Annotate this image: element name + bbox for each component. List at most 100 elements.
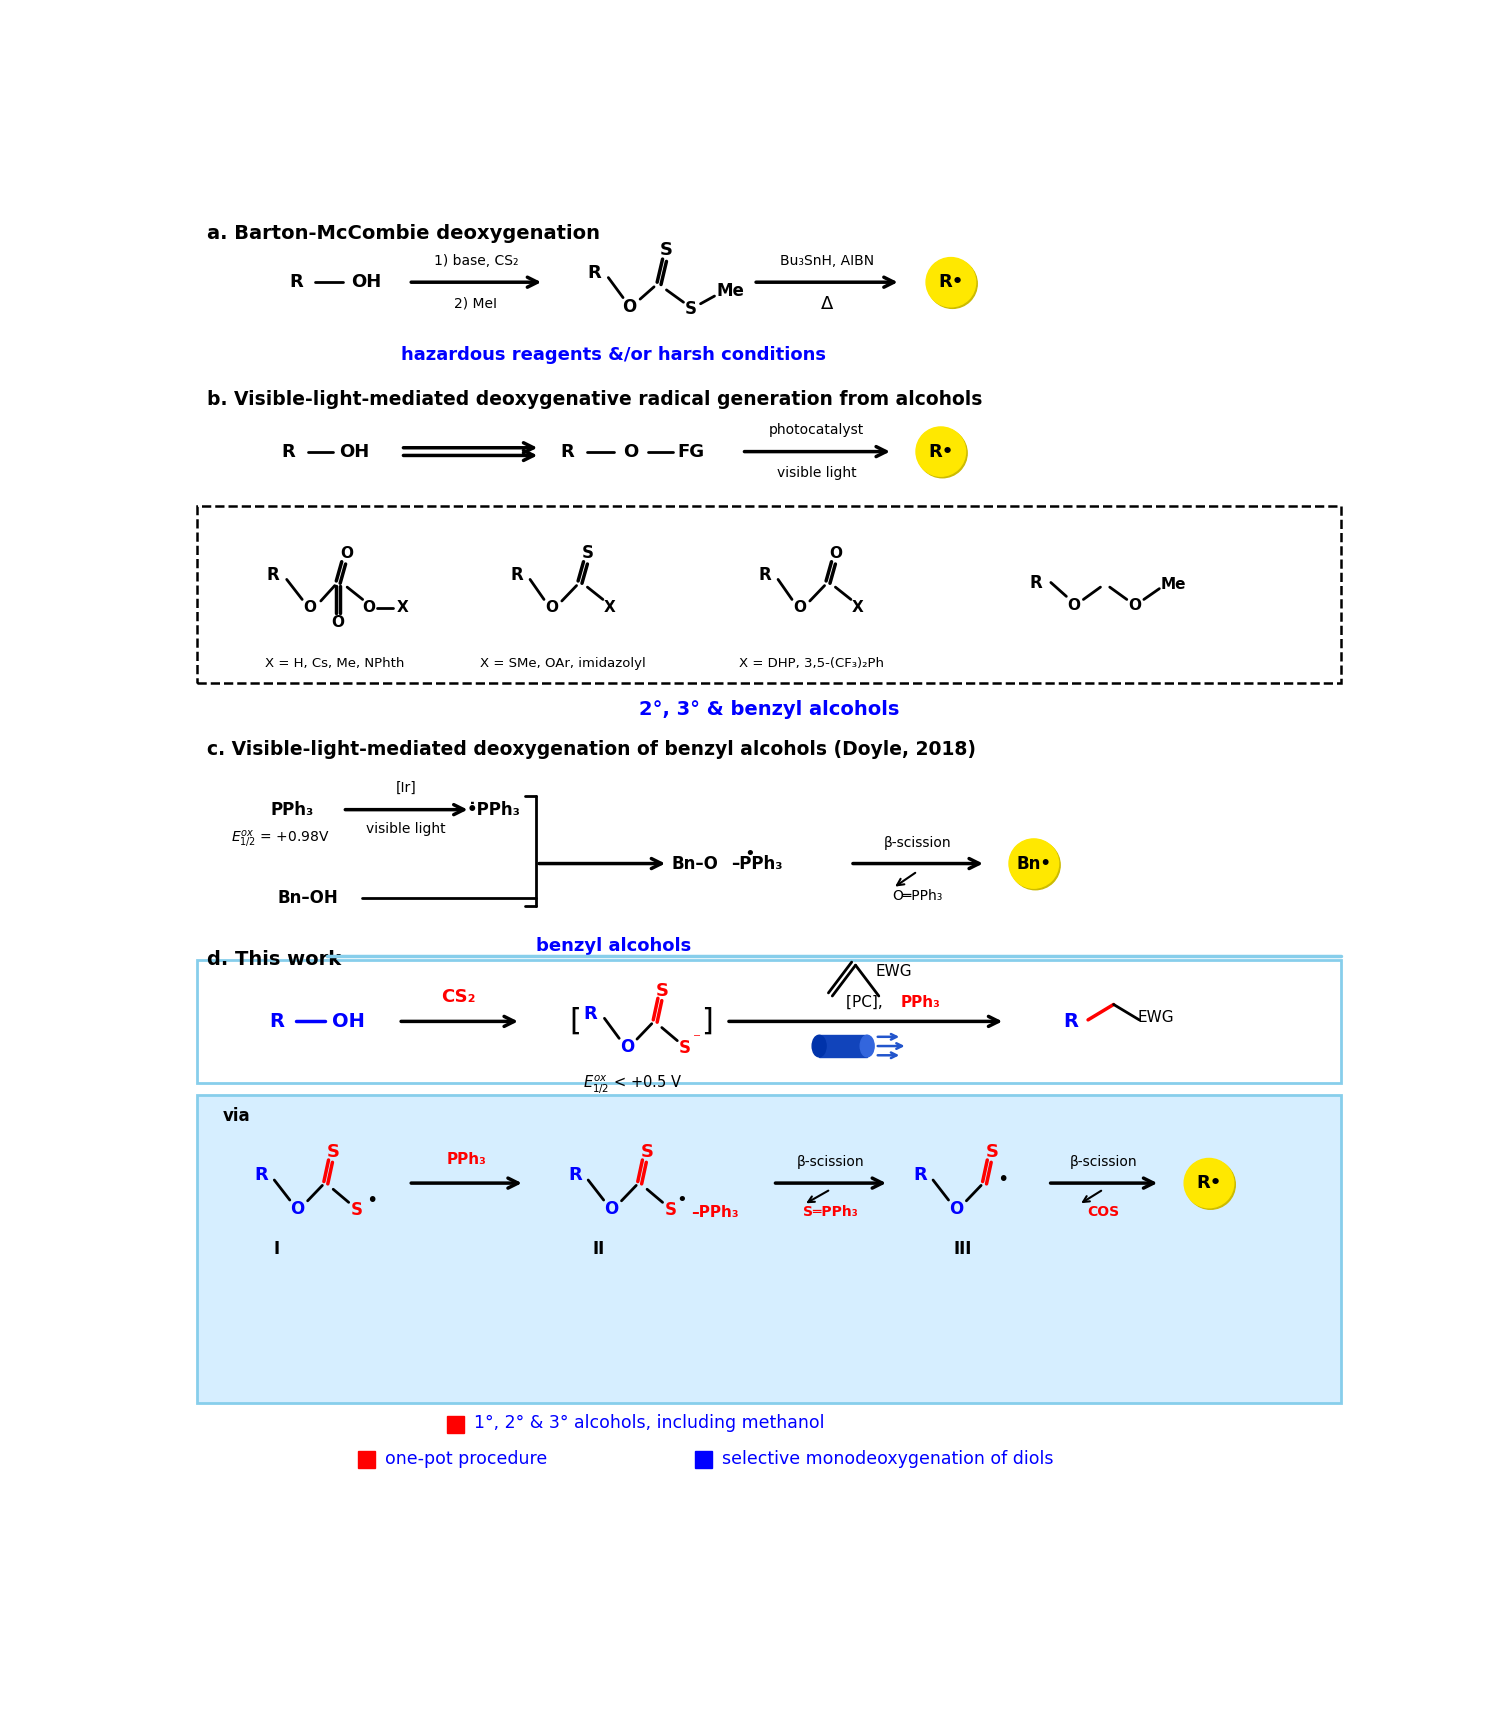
FancyBboxPatch shape xyxy=(196,1094,1341,1402)
Bar xyxy=(358,1452,375,1467)
Text: R: R xyxy=(254,1166,268,1185)
Text: Δ: Δ xyxy=(821,294,833,313)
Ellipse shape xyxy=(812,1035,826,1057)
FancyBboxPatch shape xyxy=(196,506,1341,682)
Text: Bn–O: Bn–O xyxy=(672,855,718,872)
Text: R: R xyxy=(282,443,296,460)
Text: O: O xyxy=(340,545,352,561)
Text: a. Barton-McCombie deoxygenation: a. Barton-McCombie deoxygenation xyxy=(207,224,600,243)
Text: R: R xyxy=(1064,1012,1078,1031)
Text: c. Visible-light-mediated deoxygenation of benzyl alcohols (Doyle, 2018): c. Visible-light-mediated deoxygenation … xyxy=(207,740,976,759)
Text: O: O xyxy=(363,600,375,616)
Text: OH: OH xyxy=(351,274,381,291)
Text: O: O xyxy=(604,1199,618,1218)
Text: R•: R• xyxy=(1197,1175,1221,1192)
Text: O: O xyxy=(830,545,843,561)
Text: selective monodeoxygenation of diols: selective monodeoxygenation of diols xyxy=(723,1450,1053,1467)
Text: [: [ xyxy=(568,1007,580,1036)
Text: X: X xyxy=(396,600,408,616)
Text: S: S xyxy=(351,1200,363,1219)
Text: I: I xyxy=(273,1240,279,1257)
Text: R: R xyxy=(914,1166,927,1185)
Text: S: S xyxy=(640,1144,654,1161)
Text: benzyl alcohols: benzyl alcohols xyxy=(536,937,692,954)
Text: 1°, 2° & 3° alcohols, including methanol: 1°, 2° & 3° alcohols, including methanol xyxy=(474,1414,825,1433)
Text: hazardous reagents &/or harsh conditions: hazardous reagents &/or harsh conditions xyxy=(402,347,826,364)
Text: R: R xyxy=(568,1166,582,1185)
Text: O: O xyxy=(622,298,636,316)
Text: •: • xyxy=(744,845,754,864)
Bar xyxy=(694,1452,712,1467)
Text: S: S xyxy=(327,1144,339,1161)
Text: S: S xyxy=(686,301,698,318)
Text: [Ir]: [Ir] xyxy=(396,781,417,795)
FancyBboxPatch shape xyxy=(196,959,1341,1082)
Text: R: R xyxy=(510,566,524,583)
Text: •: • xyxy=(998,1170,1008,1188)
Text: EWG: EWG xyxy=(1138,1011,1174,1024)
Text: O: O xyxy=(1128,598,1142,614)
Text: PPh₃: PPh₃ xyxy=(447,1153,486,1168)
Text: 2) MeI: 2) MeI xyxy=(454,298,498,311)
Text: β-scission: β-scission xyxy=(884,836,951,850)
Text: PPh₃: PPh₃ xyxy=(900,995,940,1009)
Text: O: O xyxy=(1068,598,1080,614)
Text: R•: R• xyxy=(938,274,963,291)
Text: R: R xyxy=(588,263,602,282)
Text: FG: FG xyxy=(678,443,705,460)
Text: photocatalyst: photocatalyst xyxy=(770,422,864,438)
Circle shape xyxy=(1184,1158,1233,1207)
Text: S: S xyxy=(660,241,674,258)
Circle shape xyxy=(918,429,968,477)
Circle shape xyxy=(916,428,966,477)
Text: Bu₃SnH, AIBN: Bu₃SnH, AIBN xyxy=(780,253,874,268)
Text: O: O xyxy=(332,616,345,629)
Bar xyxy=(819,1035,867,1057)
Text: –PPh₃: –PPh₃ xyxy=(692,1206,740,1219)
Text: –PPh₃: –PPh₃ xyxy=(732,855,783,872)
Circle shape xyxy=(926,258,975,306)
Text: R•: R• xyxy=(928,443,954,460)
Text: III: III xyxy=(954,1240,972,1257)
Text: R: R xyxy=(561,443,574,460)
Text: visible light: visible light xyxy=(777,467,856,481)
Circle shape xyxy=(1011,840,1060,889)
Text: EWG: EWG xyxy=(876,964,912,978)
Text: O: O xyxy=(950,1199,963,1218)
Text: $E_{1/2}^{ox}$ < +0.5 V: $E_{1/2}^{ox}$ < +0.5 V xyxy=(584,1074,682,1096)
Text: ⁻: ⁻ xyxy=(693,1031,700,1047)
Text: •: • xyxy=(366,1190,378,1209)
Text: S: S xyxy=(986,1144,999,1161)
Text: R: R xyxy=(267,566,279,583)
Text: OH: OH xyxy=(339,443,369,460)
Text: b. Visible-light-mediated deoxygenative radical generation from alcohols: b. Visible-light-mediated deoxygenative … xyxy=(207,390,982,409)
Text: S: S xyxy=(656,982,669,1000)
Text: S: S xyxy=(664,1200,676,1219)
Text: O: O xyxy=(620,1038,634,1055)
Text: S: S xyxy=(582,544,594,563)
Text: •̇PPh₃: •̇PPh₃ xyxy=(466,800,520,819)
Text: O: O xyxy=(794,600,807,616)
Text: •: • xyxy=(676,1192,687,1209)
Text: S: S xyxy=(680,1040,692,1057)
Text: 1) base, CS₂: 1) base, CS₂ xyxy=(433,253,517,268)
Text: O: O xyxy=(303,600,316,616)
Circle shape xyxy=(1010,840,1059,887)
Text: one-pot procedure: one-pot procedure xyxy=(386,1450,548,1467)
Text: Me: Me xyxy=(1161,576,1186,592)
Text: O: O xyxy=(622,443,639,460)
Text: β-scission: β-scission xyxy=(1070,1156,1137,1170)
Text: $E_{1/2}^{ox}$ = +0.98V: $E_{1/2}^{ox}$ = +0.98V xyxy=(231,829,330,850)
Text: ]: ] xyxy=(700,1007,712,1036)
Text: β-scission: β-scission xyxy=(796,1156,864,1170)
Bar xyxy=(447,1416,464,1433)
Text: via: via xyxy=(222,1106,251,1125)
Text: O: O xyxy=(291,1199,304,1218)
Text: R: R xyxy=(1029,573,1042,592)
Text: 2°, 3° & benzyl alcohols: 2°, 3° & benzyl alcohols xyxy=(639,699,898,718)
Text: visible light: visible light xyxy=(366,823,446,836)
Text: d. This work: d. This work xyxy=(207,949,340,970)
Text: [PC],: [PC], xyxy=(846,995,888,1009)
Text: PPh₃: PPh₃ xyxy=(270,800,314,819)
Text: Me: Me xyxy=(716,282,744,301)
